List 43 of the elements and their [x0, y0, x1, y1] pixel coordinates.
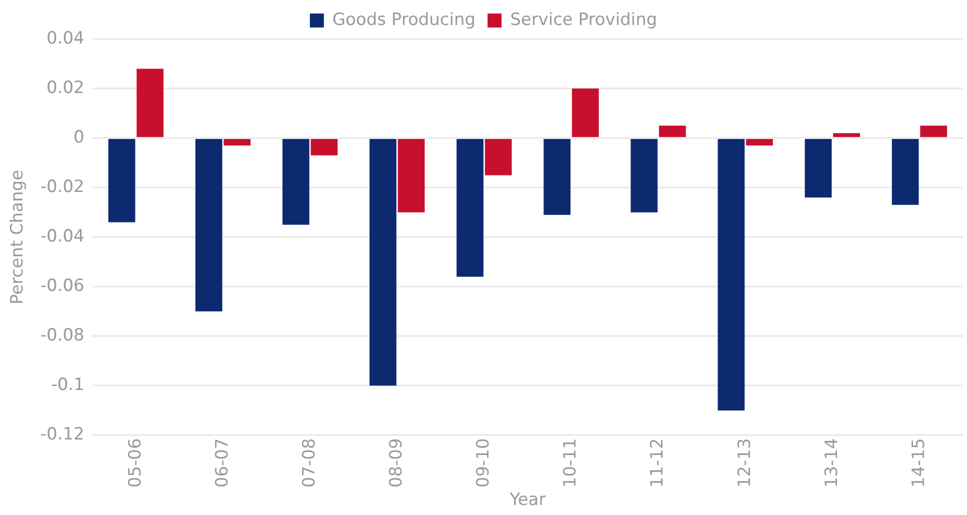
x-tick-label: 09-10	[474, 438, 494, 488]
bar	[892, 139, 919, 205]
x-tick-label: 13-14	[822, 438, 842, 488]
x-tick-label: 11-12	[648, 438, 668, 488]
y-tick-label: -0.1	[51, 375, 84, 396]
bar	[456, 139, 484, 277]
y-tick-label: 0	[74, 127, 84, 148]
y-tick-label: -0.02	[40, 177, 84, 197]
bar	[282, 139, 310, 225]
bar	[833, 133, 860, 138]
bar	[310, 139, 338, 156]
bar	[658, 126, 686, 138]
bar	[544, 139, 571, 215]
y-tick-label: -0.12	[40, 424, 84, 445]
x-tick-label: 12-13	[734, 438, 755, 488]
bar	[224, 139, 251, 146]
bar	[630, 139, 658, 212]
bar	[572, 88, 599, 138]
x-tick-label: 14-15	[908, 438, 929, 488]
x-tick-label: 08-09	[386, 438, 407, 488]
x-tick-label: 07-08	[299, 438, 320, 488]
y-tick-label: -0.04	[40, 226, 84, 247]
x-tick-label: 05-06	[125, 438, 146, 488]
legend-label: Service Providing	[510, 10, 658, 30]
x-tick-label: 06-07	[212, 438, 232, 488]
bar	[195, 139, 222, 312]
bar	[398, 139, 425, 212]
y-axis-title: Percent Change	[8, 170, 28, 304]
bar	[370, 139, 396, 386]
bar	[484, 139, 512, 176]
x-tick-label: 10-11	[560, 438, 581, 488]
bar	[108, 139, 136, 222]
bar	[920, 126, 948, 138]
y-tick-label: 0.04	[46, 28, 84, 48]
bar	[804, 139, 832, 198]
x-axis-title: Year	[508, 490, 546, 510]
y-tick-label: 0.02	[46, 78, 84, 98]
y-tick-label: -0.06	[40, 276, 84, 296]
bar	[136, 68, 164, 138]
bar	[746, 139, 773, 146]
legend-label: Goods Producing	[332, 10, 476, 30]
bar	[718, 139, 745, 410]
y-tick-label: -0.08	[40, 326, 84, 346]
